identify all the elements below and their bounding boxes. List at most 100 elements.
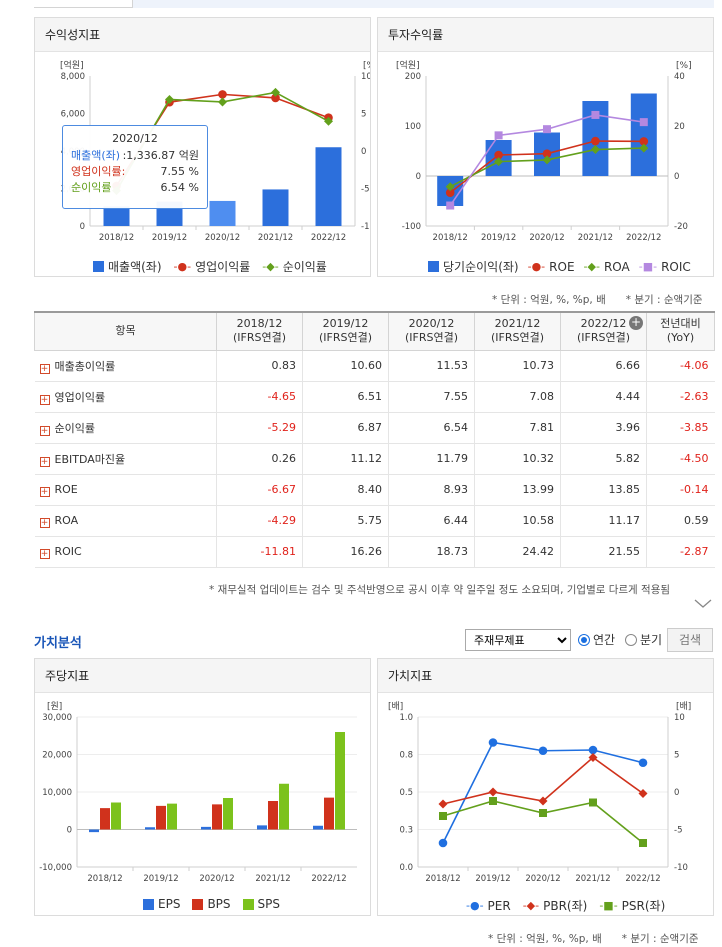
legend-item-eps[interactable]: EPS [143, 897, 180, 911]
radio-quarter-dot[interactable] [625, 633, 637, 646]
table-cell: 7.81 [474, 412, 561, 444]
y2-tick-label: -5 [674, 826, 682, 836]
data-point [494, 157, 504, 167]
valuation-panel: 가치지표 [배] [배] 1.0 0.8 0.5 0.3 0.0 10 5 0 -5 -10 2018/… [377, 658, 714, 916]
data-point [538, 746, 548, 756]
table-cell: 21.55 [560, 536, 647, 568]
legend-item-pbr[interactable]: -◆- PBR(좌) [523, 897, 588, 914]
y-tick-label: 0.0 [399, 863, 413, 873]
y-tick-label: 30,000 [42, 713, 72, 723]
expand-row-icon[interactable]: + [39, 394, 50, 405]
table-cell: -11.81 [216, 536, 303, 568]
legend-item-net-margin[interactable]: -◆- 순이익률 [262, 258, 327, 275]
right-axis-unit: [%] [676, 61, 692, 71]
legend-item-revenue[interactable]: 매출액(좌) [93, 258, 162, 275]
data-point [591, 136, 600, 146]
legend-label-bps: BPS [207, 897, 231, 911]
bottom-unit-note: * 단위 : 억원, %, %p, 배 * 분기 : 순액기준 [488, 933, 699, 945]
x-tick-label: 2019/12 [152, 233, 187, 243]
data-point [438, 838, 448, 848]
investment-legend: 당기순이익(좌) -●- ROE -◆- ROA -■- ROIC [428, 258, 691, 275]
row-label-cell: + ROA [34, 505, 217, 537]
row-label-cell: + 순이익률 [34, 412, 217, 444]
legend-item-per[interactable]: -●- PER [466, 897, 511, 914]
x-tick-label: 2022/12 [311, 233, 346, 243]
table-header-label: 항목 [115, 324, 136, 338]
tooltip-row-revenue: 매출액(좌):1,336.87 억원 [71, 148, 199, 164]
row-label: 순이익률 [54, 421, 95, 435]
legend-item-op-margin[interactable]: -●- 영업이익률 [174, 258, 251, 275]
radio-annual[interactable]: 연간 [578, 631, 615, 648]
table-cell: 11.53 [388, 350, 475, 382]
expand-row-icon[interactable]: + [39, 517, 50, 528]
valuation-legend: -●- PER -◆- PBR(좌) -■- PSR(좌) [466, 897, 665, 914]
search-button[interactable]: 검색 [667, 628, 713, 652]
statement-type-select[interactable]: 주재무제표 [465, 629, 571, 651]
data-point [494, 150, 503, 160]
legend-item-bps[interactable]: BPS [192, 897, 231, 911]
expand-columns-icon[interactable]: + [629, 315, 643, 330]
row-label-cell: + 영업이익률 [34, 381, 217, 413]
data-point [488, 787, 498, 797]
x-tick-label: 2020/12 [199, 874, 234, 884]
right-axis-unit: [배] [676, 701, 691, 712]
radio-quarter-label: 분기 [640, 633, 663, 647]
profit-legend: 매출액(좌) -●- 영업이익률 -◆- 순이익률 [93, 258, 327, 275]
data-point [538, 796, 548, 806]
legend-item-roic[interactable]: -■- ROIC [639, 258, 691, 275]
row-label-cell: + 매출총이익률 [34, 350, 217, 382]
investment-panel: 투자수익률 [억원] [%] 200 100 0 -100 40 20 0 -20 2018/12 2… [377, 17, 714, 277]
row-label: EBITDA마진율 [54, 452, 126, 466]
expand-row-icon[interactable]: + [39, 456, 50, 467]
bar- [315, 147, 342, 226]
table-row: + 순이익률 -5.29 6.87 6.54 7.81 3.96 -3.85 [34, 412, 715, 444]
expand-row-icon[interactable]: + [39, 486, 50, 497]
table-cell: 11.17 [560, 505, 647, 537]
radio-annual-dot[interactable] [578, 633, 590, 646]
row-label-cell: + EBITDA마진율 [34, 443, 217, 475]
table-cell: -5.29 [216, 412, 303, 444]
y2-tick-label: 20 [674, 122, 685, 132]
y2-tick-label: 0 [674, 172, 679, 182]
legend-item-roa[interactable]: -◆- ROA [584, 258, 630, 275]
x-tick-label: 2018/12 [425, 874, 460, 884]
legend-item-roe[interactable]: -●- ROE [528, 258, 575, 275]
legend-item-net-income[interactable]: 당기순이익(좌) [428, 258, 519, 275]
legend-item-sps[interactable]: SPS [242, 897, 280, 911]
expand-row-icon[interactable]: + [39, 363, 50, 374]
chevron-down-icon[interactable] [694, 599, 712, 609]
y-tick-label: 0 [416, 172, 421, 182]
expand-row-icon[interactable]: + [39, 425, 50, 436]
data-point [438, 799, 448, 809]
valuation-panel-title: 가치지표 [378, 659, 713, 693]
per-share-panel: 주당지표 [원] 30,000 20,000 10,000 0 -10,000 2018/1… [34, 658, 371, 916]
table-cell: -6.67 [216, 474, 303, 506]
bar-sps [279, 783, 289, 830]
y2-tick-label: 40 [674, 72, 685, 82]
data-point [271, 93, 280, 103]
y-tick-label: 0.3 [399, 826, 413, 836]
legend-item-psr[interactable]: -■- PSR(좌) [599, 897, 665, 914]
table-cell: -4.06 [646, 350, 715, 382]
legend-label-eps: EPS [158, 897, 181, 911]
legend-swatch-eps [143, 898, 154, 910]
x-tick-label: 2018/12 [87, 874, 122, 884]
legend-label-per: PER [487, 898, 511, 913]
expand-row-icon[interactable]: + [39, 548, 50, 559]
table-cell: 10.58 [474, 505, 561, 537]
row-label: 영업이익률 [54, 390, 106, 404]
per-share-panel-title: 주당지표 [35, 659, 370, 693]
radio-quarter[interactable]: 분기 [625, 631, 662, 648]
table-header-2018: 2018/12 (IFRS연결) [216, 311, 303, 351]
data-point [639, 143, 649, 153]
y-tick-label: 0 [80, 222, 85, 232]
x-tick-label: 2022/12 [626, 233, 661, 243]
table-unit-note: * 단위 : 억원, %, %p, 배 * 분기 : 순액기준 [492, 294, 703, 306]
y2-tick-label: -10 [674, 863, 688, 873]
x-tick-label: 2022/12 [311, 874, 346, 884]
x-tick-label: 2019/12 [481, 233, 516, 243]
table-header-2021: 2021/12 (IFRS연결) [474, 311, 561, 351]
data-point [439, 812, 447, 820]
table-header-label: 2018/12 [236, 317, 283, 331]
bar-eps [89, 829, 99, 833]
